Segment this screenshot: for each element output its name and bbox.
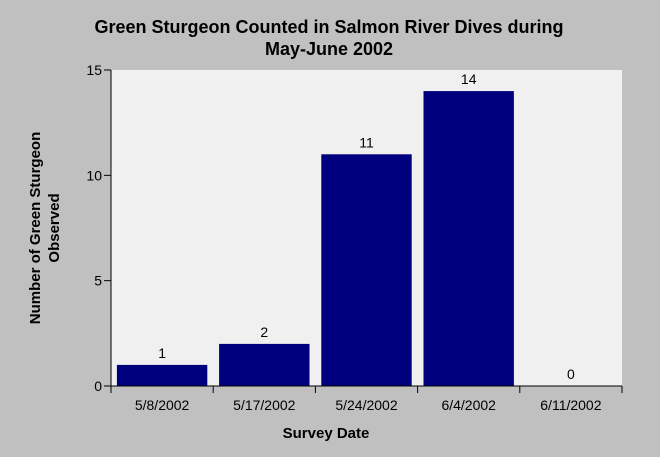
- y-tick-label-15: 15: [86, 62, 102, 78]
- x-axis-title: Survey Date: [283, 425, 370, 442]
- x-tick-label-5: 6/11/2002: [540, 397, 601, 413]
- y-axis-title-line-1: Number of Green Sturgeon: [27, 132, 44, 325]
- data-label-4: 14: [461, 71, 477, 87]
- bar-3: [321, 154, 412, 386]
- x-tick-label-4: 6/4/2002: [441, 397, 496, 413]
- chart-title-line-1: Green Sturgeon Counted in Salmon River D…: [94, 17, 563, 37]
- x-tick-label-2: 5/17/2002: [233, 397, 295, 413]
- y-tick-label-0: 0: [94, 378, 102, 394]
- y-tick-label-5: 5: [94, 273, 102, 289]
- data-label-2: 2: [260, 324, 268, 340]
- data-label-1: 1: [158, 345, 166, 361]
- chart-title-line-2: May-June 2002: [265, 39, 393, 59]
- data-label-3: 11: [359, 134, 374, 150]
- bar-1: [116, 364, 208, 386]
- y-axis-title-line-2: Observed: [46, 193, 63, 262]
- y-tick-label-10: 10: [86, 167, 102, 183]
- x-tick-label-1: 5/8/2002: [135, 397, 190, 413]
- x-tick-label-3: 5/24/2002: [335, 397, 397, 413]
- bar-2: [219, 343, 310, 386]
- data-label-5: 0: [567, 366, 575, 382]
- bar-4: [423, 91, 514, 386]
